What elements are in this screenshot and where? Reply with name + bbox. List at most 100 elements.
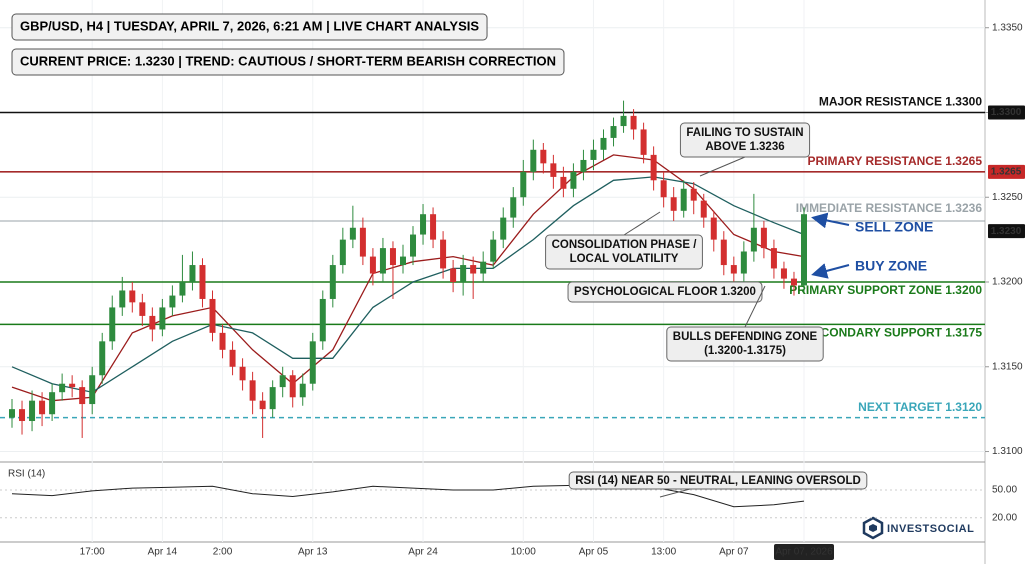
candle-body [580, 159, 587, 172]
candle-body [540, 149, 547, 164]
price-tag-label: 1.3230 [991, 226, 1022, 237]
callout-text: BULLS DEFENDING ZONE [673, 331, 818, 343]
candle-body [49, 392, 56, 415]
candle-body [660, 180, 667, 198]
callout-text: PSYCHOLOGICAL FLOOR 1.3200 [574, 286, 756, 298]
zone-arrow [811, 263, 850, 279]
candle-body [159, 307, 166, 330]
candle-body [289, 375, 296, 398]
y-tick-label: 1.3150 [992, 361, 1023, 372]
callout-text: FAILING TO SUSTAIN [686, 127, 803, 139]
callout: CONSOLIDATION PHASE / LOCAL VOLATILITY [545, 211, 703, 270]
candle-body [490, 239, 497, 262]
candle-body [119, 290, 126, 308]
candle-body [520, 171, 527, 198]
candle-body [650, 154, 657, 181]
callout: FAILING TO SUSTAIN ABOVE 1.3236 [679, 122, 811, 177]
y-tick-label: 1.3350 [992, 22, 1023, 33]
price-tag-label: 1.3300 [991, 107, 1022, 118]
x-tick-label: 10:00 [511, 547, 536, 558]
candle-body [259, 400, 266, 410]
x-tick-label: 2:00 [213, 547, 233, 558]
rsi-title: RSI (14) [8, 469, 45, 480]
candle-body [39, 400, 46, 415]
zone-label: BUY ZONE [855, 258, 927, 274]
brand-hexagon [862, 516, 884, 540]
callout-box [545, 234, 703, 270]
x-tick-label: Apr 13 [298, 547, 328, 558]
x-tick-label: Apr 05 [579, 547, 609, 558]
callout-box [666, 326, 824, 362]
rsi-note: RSI (14) NEAR 50 - NEUTRAL, LEANING OVER… [575, 475, 861, 487]
candle-body [450, 268, 457, 283]
candle-body [279, 375, 286, 388]
candle-body [760, 227, 767, 249]
candle-body [801, 214, 807, 286]
candle-body [239, 366, 246, 381]
candle-body [680, 188, 687, 211]
level-label: NEXT TARGET 1.3120 [858, 400, 982, 414]
candle-body [530, 149, 537, 172]
candle-body [510, 197, 517, 218]
x-tick-label: Apr 24 [408, 547, 438, 558]
candle-body [59, 383, 66, 393]
candle-body [269, 387, 276, 410]
candle-body [590, 149, 597, 160]
brand: INVESTSOCIAL [887, 523, 974, 535]
callout: PSYCHOLOGICAL FLOOR 1.3200 [567, 281, 763, 303]
candle-body [610, 126, 617, 138]
x-tick-label: 13:00 [651, 547, 676, 558]
x-tick-label: 17:00 [80, 547, 105, 558]
price-tag [988, 164, 1025, 179]
x-tick-label: Apr 07, 2026 [775, 547, 833, 558]
candle-body [149, 315, 156, 330]
candle-body [89, 375, 96, 405]
candle-body [19, 409, 26, 422]
candle-body [700, 200, 707, 218]
candle-body [189, 265, 196, 283]
candle-body [339, 239, 346, 266]
candle-body [309, 341, 316, 384]
callout-pointer [699, 156, 746, 177]
candle-body [780, 268, 787, 279]
candle-body [550, 163, 557, 177]
candle-body [9, 409, 15, 418]
y-tick-label: 1.3100 [992, 446, 1023, 457]
y-tick-label: 1.3200 [992, 277, 1023, 288]
candle-body [69, 383, 76, 388]
header-box [11, 48, 565, 76]
rsi-line [11, 482, 805, 508]
candle-body [570, 171, 577, 189]
candle-body [229, 349, 236, 367]
candle-body [399, 256, 406, 266]
brand-hexagon-core [869, 524, 877, 532]
candle-body [440, 239, 447, 269]
candle-body [790, 278, 797, 286]
price-tag [988, 224, 1025, 239]
header-box [11, 13, 488, 41]
callout-text: CONSOLIDATION PHASE / [552, 239, 698, 251]
candle-body [420, 214, 427, 235]
candle-body [319, 298, 326, 342]
candle-body [560, 176, 567, 189]
candle-body [359, 227, 366, 257]
level-label: IMMEDIATE RESISTANCE 1.3236 [796, 201, 983, 215]
candle-body [389, 248, 396, 266]
candle-body [209, 298, 216, 333]
candle-body [199, 265, 206, 299]
x-tick-label: Apr 07 [719, 547, 749, 558]
level-label: SECONDARY SUPPORT 1.3175 [805, 326, 983, 340]
candle-body [720, 239, 727, 266]
candle-body [770, 248, 777, 269]
candle-body [470, 265, 477, 274]
candle-body [640, 129, 647, 155]
level-label: MAJOR RESISTANCE 1.3300 [819, 95, 982, 109]
price-tag-label: 1.3265 [991, 166, 1022, 177]
candle-body [670, 197, 677, 211]
level-label: PRIMARY RESISTANCE 1.3265 [808, 154, 983, 168]
candle-body [620, 115, 627, 127]
rsi-tick-label: 20.00 [992, 512, 1017, 523]
price-tag [988, 105, 1025, 120]
candle-body [369, 256, 376, 274]
